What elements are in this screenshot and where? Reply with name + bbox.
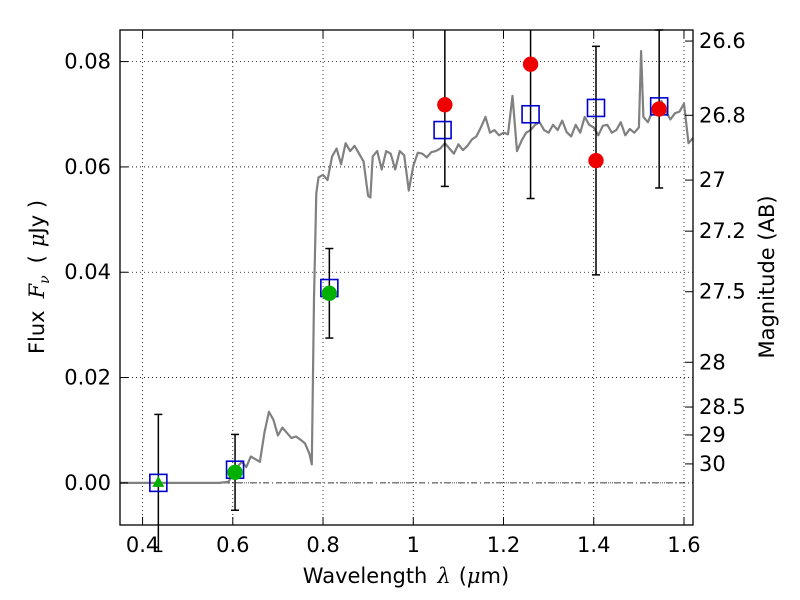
grid [120, 30, 693, 525]
x-tick-label: 1.4 [577, 533, 610, 557]
model-photometry-square [586, 98, 606, 118]
right-tick-label: 26.6 [699, 29, 746, 53]
right-tick-label: 27 [699, 168, 726, 192]
observed-point [437, 97, 453, 113]
right-tick-label: 28.5 [699, 395, 746, 419]
right-tick-label: 27.2 [699, 219, 746, 243]
axis-ticks: 0.4 0.6 0.8 1 1.2 1.4 1.6 0.00 0.02 0.04 0.06 0.08 2… [64, 29, 746, 557]
x-axis-title: Wavelength λ (μm) [303, 564, 509, 588]
model-photometry-square [149, 473, 168, 493]
right-tick-label: 26.8 [699, 103, 746, 127]
y-tick-label: 0.04 [64, 260, 111, 284]
model-photometry-square [521, 104, 540, 124]
y-axis-title: FluxFν(μJy ) [25, 200, 53, 354]
observed-point [588, 152, 604, 169]
x-tick-label: 1 [407, 533, 420, 557]
y-tick-label: 0.06 [64, 155, 111, 179]
observed-point [321, 285, 338, 302]
x-tick-label: 1.6 [667, 533, 700, 557]
x-tick-label: 0.8 [306, 533, 339, 557]
data-series [120, 29, 694, 553]
upper-limit-triangle [152, 475, 165, 487]
x-tick-label: 1.2 [487, 533, 520, 557]
plot-frame [119, 29, 694, 526]
right-tick-label: 30 [699, 452, 726, 476]
right-axis-title: Magnitude (AB) [755, 195, 779, 358]
right-tick-label: 27.5 [699, 280, 746, 304]
observed-point [227, 464, 243, 481]
observed-point [651, 101, 667, 117]
model-spectrum-line [120, 49, 694, 484]
y-tick-label: 0.02 [64, 366, 111, 390]
right-tick-label: 28 [699, 350, 726, 374]
x-tick-label: 0.6 [216, 533, 249, 557]
y-tick-label: 0.00 [64, 471, 111, 495]
x-tick-label: 0.4 [126, 533, 159, 557]
model-photometry-square [433, 120, 452, 140]
y-tick-label: 0.08 [64, 50, 111, 74]
observed-point [522, 56, 539, 72]
right-tick-label: 29 [699, 423, 726, 447]
